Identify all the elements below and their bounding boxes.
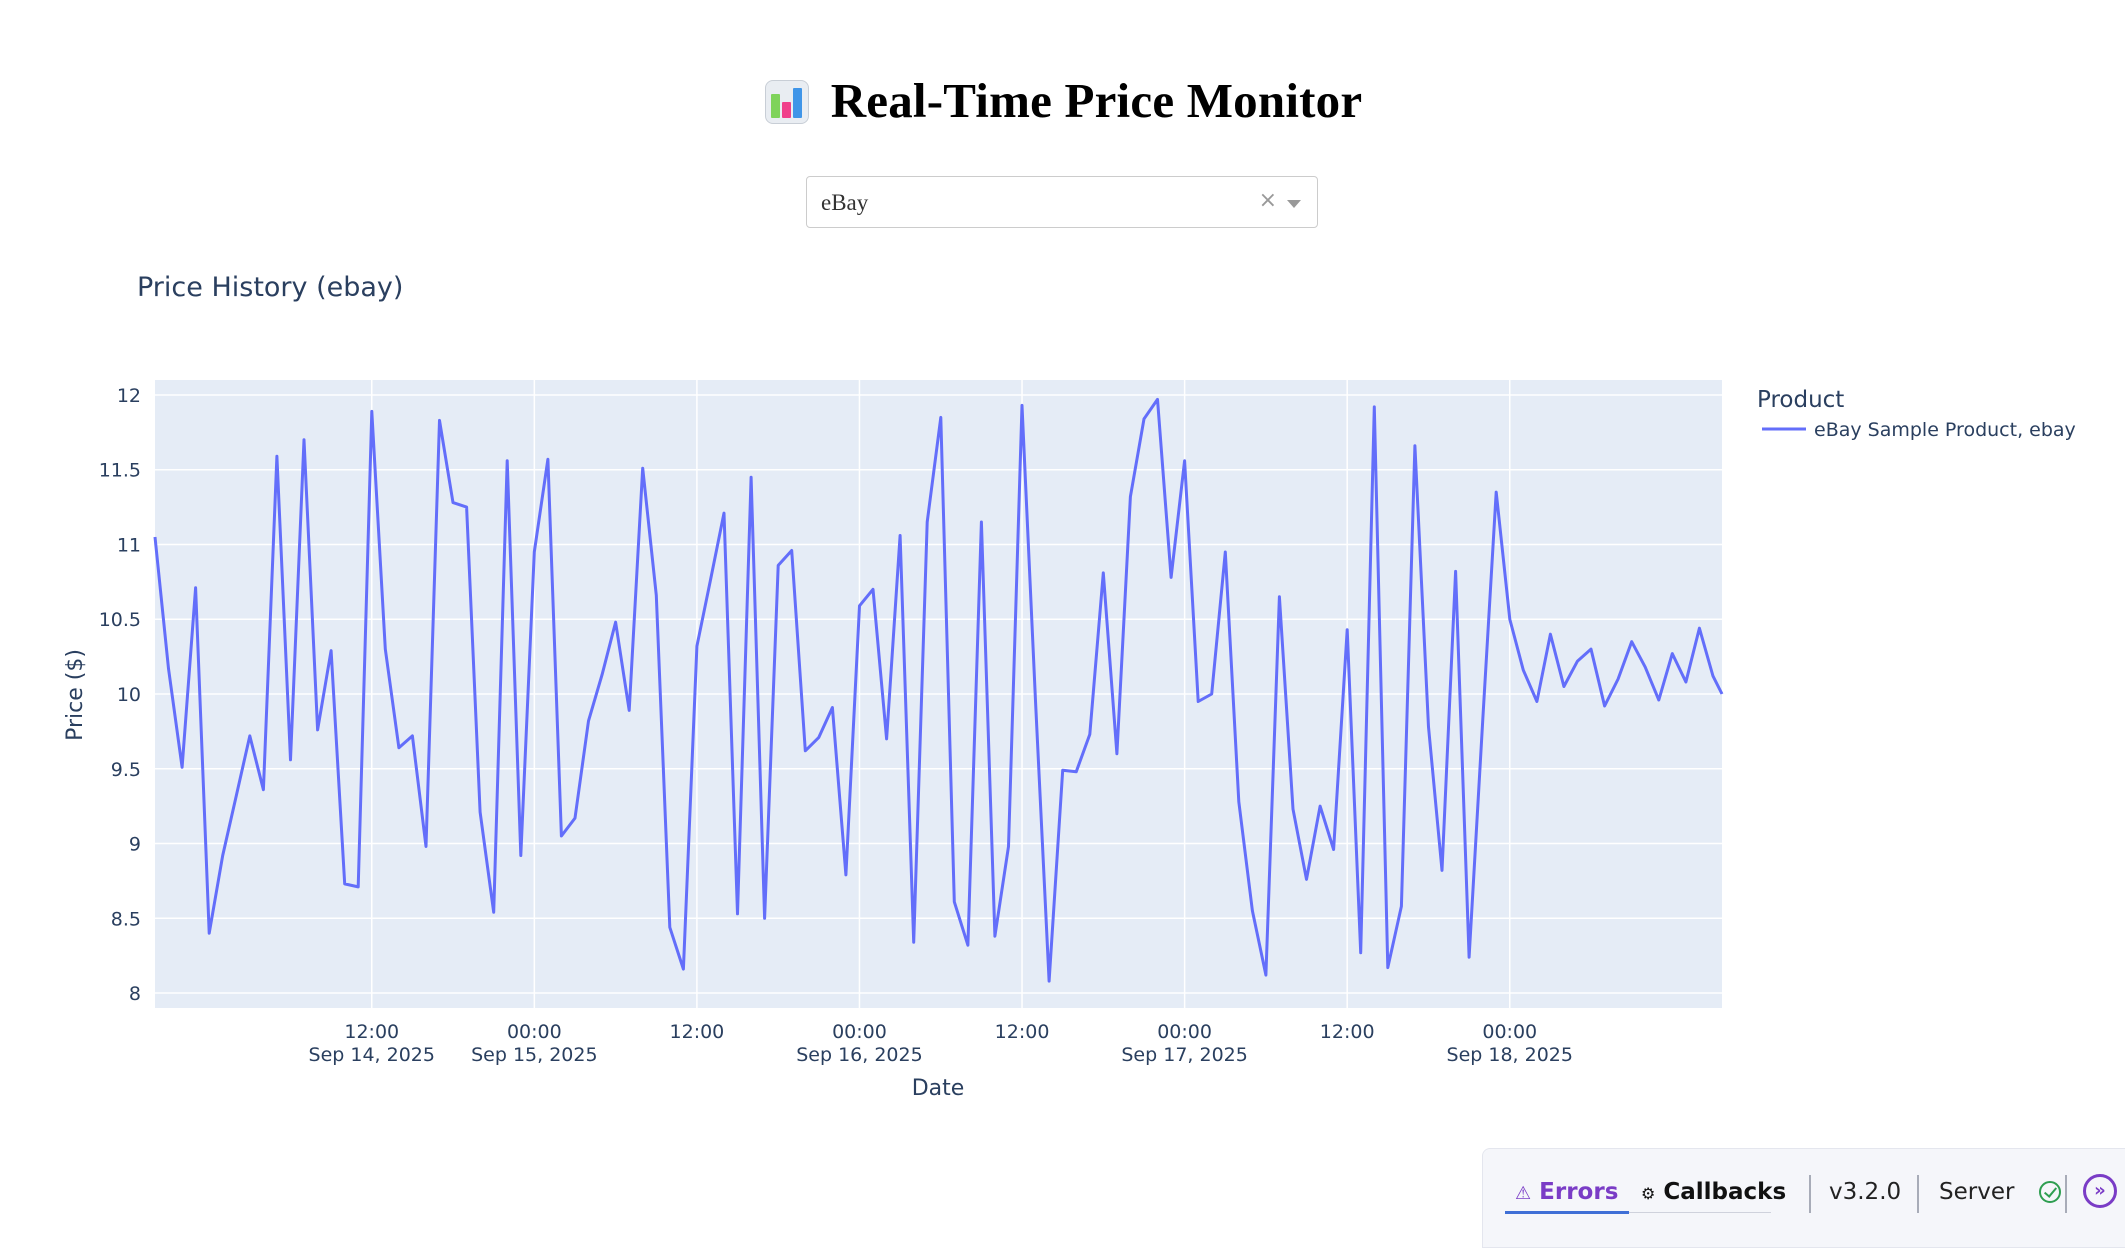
divider (1917, 1175, 1919, 1213)
x-tick-date-label: Sep 14, 2025 (309, 1044, 435, 1066)
errors-tab-underline (1505, 1211, 1629, 1214)
x-tick-label: 00:00 (1482, 1021, 1537, 1043)
x-tick-date-label: Sep 16, 2025 (796, 1044, 922, 1066)
divider (2065, 1175, 2067, 1213)
warning-icon: ⚠ (1515, 1183, 1532, 1204)
y-tick-label: 8.5 (111, 908, 141, 930)
callbacks-icon: ⚙ (1641, 1184, 1656, 1203)
chart-title: Price History (ebay) (137, 272, 403, 303)
x-tick-label: 12:00 (670, 1021, 725, 1043)
x-tick-label: 12:00 (995, 1021, 1050, 1043)
callbacks-tab-underline (1629, 1212, 1771, 1213)
x-tick-date-label: Sep 18, 2025 (1447, 1044, 1573, 1066)
chevron-down-icon[interactable] (1287, 200, 1301, 208)
server-status-label: Server (1939, 1179, 2015, 1205)
y-tick-label: 9.5 (111, 759, 141, 781)
x-tick-label: 00:00 (507, 1021, 562, 1043)
callbacks-label: Callbacks (1663, 1179, 1787, 1205)
x-tick-label: 12:00 (344, 1021, 399, 1043)
page-title: Real-Time Price Monitor (830, 73, 1363, 128)
price-history-chart: Price History (ebay) 8 8.5 9 9.5 10 10.5 11 11.… (63, 272, 2076, 1101)
dropdown-selected-value: eBay (821, 190, 869, 215)
marketplace-dropdown[interactable]: eBay × (806, 176, 1318, 228)
y-axis-title: Price ($) (63, 649, 88, 741)
y-tick-label: 10 (117, 684, 141, 706)
version-label: v3.2.0 (1829, 1179, 1902, 1205)
divider (1809, 1175, 1811, 1213)
y-tick-label: 8 (129, 983, 141, 1005)
errors-tab[interactable]: ⚠ Errors (1515, 1179, 1618, 1205)
legend-item-label[interactable]: eBay Sample Product, ebay (1814, 419, 2076, 441)
x-tick-label: 12:00 (1320, 1021, 1375, 1043)
y-tick-label: 11 (117, 534, 141, 556)
x-axis-title: Date (912, 1076, 965, 1101)
x-tick-label: 00:00 (1157, 1021, 1212, 1043)
debug-menu: ⚠ Errors ⚙ Callbacks v3.2.0 Server » (1482, 1148, 2125, 1248)
check-circle-icon (2039, 1181, 2061, 1203)
x-tick-date-label: Sep 15, 2025 (471, 1044, 597, 1066)
page-header: Real-Time Price Monitor (0, 72, 2125, 129)
callbacks-tab[interactable]: ⚙ Callbacks (1641, 1179, 1786, 1205)
bar-chart-icon (763, 78, 809, 124)
clear-icon[interactable]: × (1258, 188, 1277, 213)
x-tick-date-label: Sep 17, 2025 (1121, 1044, 1247, 1066)
y-tick-label: 10.5 (99, 609, 141, 631)
y-tick-label: 11.5 (99, 460, 141, 482)
errors-label: Errors (1539, 1179, 1619, 1205)
y-tick-label: 9 (129, 834, 141, 856)
x-tick-label: 00:00 (832, 1021, 887, 1043)
series-line (153, 397, 1724, 983)
y-tick-label: 12 (117, 385, 141, 407)
expand-icon[interactable]: » (2083, 1174, 2117, 1208)
legend-title: Product (1757, 387, 1844, 413)
